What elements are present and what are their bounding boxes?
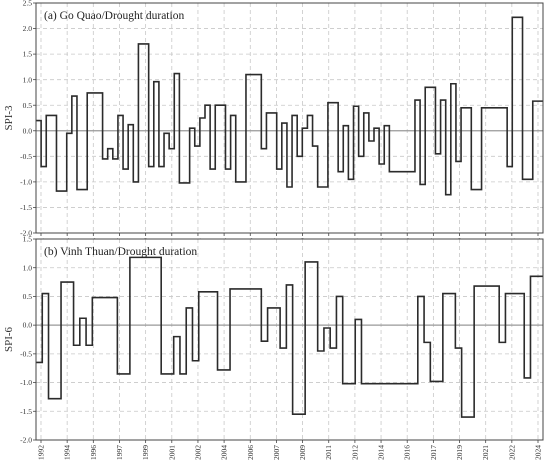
plot-frame (35, 238, 544, 441)
x-tick-label: 2001 (167, 445, 176, 460)
y-tick-label: 1.5 (23, 235, 33, 244)
x-tick-label: 1996 (89, 445, 98, 460)
x-tick-label: 2011 (324, 445, 333, 460)
series-line (36, 16, 543, 196)
x-tick-label: 1997 (115, 445, 124, 460)
plot-area (36, 3, 543, 233)
y-tick-label: 0.5 (23, 292, 33, 301)
y-tick-label: -1.5 (20, 407, 32, 416)
plot-area (36, 239, 543, 440)
panel-1: -2.0-1.5-1.0-0.50.00.51.01.52.02.5199219… (3, 0, 544, 253)
x-tick-label: 2024 (534, 445, 543, 460)
y-tick-label: 0.5 (23, 101, 33, 110)
x-tick-label: 2009 (298, 445, 307, 460)
plot-frame (35, 2, 544, 234)
panel-title: (b) Vinh Thuan/Drought duration (44, 246, 197, 258)
x-tick-label: 2007 (272, 445, 281, 460)
panel-2: -2.0 -1.5 -1.0 -0.5 0.0 0.5 1.0 1.5 1992 1994 1996… (3, 235, 544, 460)
x-tick-label: 2021 (481, 445, 490, 460)
y-tick-label: -0.5 (20, 349, 32, 358)
x-tick-label: 2006 (246, 445, 255, 460)
x-tick-label: 2019 (455, 445, 464, 460)
y-tick-label: -1.0 (20, 378, 32, 387)
series-line (36, 256, 543, 418)
x-tick-label: 1992 (37, 445, 46, 460)
x-tick-label: 2022 (507, 445, 516, 460)
x-tick-label: 1994 (63, 445, 72, 460)
y-tick-label: -2.0 (20, 436, 32, 445)
y-tick-label: -1.5 (20, 203, 32, 212)
y-axis-label: SPI-3 (3, 105, 15, 131)
y-tick-label: 2.5 (23, 0, 33, 8)
panel-title: (a) Go Quao/Drought duration (44, 10, 184, 22)
y-tick-label: 0.0 (23, 321, 33, 330)
x-tick-label: 2017 (429, 445, 438, 460)
x-tick-label: 2012 (350, 445, 359, 460)
y-tick-label: 1.0 (23, 75, 33, 84)
y-tick-label: 1.5 (23, 50, 33, 59)
x-tick-label: 1999 (141, 445, 150, 460)
y-tick-label: 1.0 (23, 263, 33, 272)
y-tick-label: -0.5 (20, 152, 32, 161)
x-tick-label: 2014 (377, 445, 386, 460)
x-tick-label: 2016 (403, 445, 412, 460)
y-tick-label: -1.0 (20, 177, 32, 186)
y-tick-label: 2.0 (23, 24, 33, 33)
x-tick-label: 2002 (193, 445, 202, 460)
y-tick-label: 0.0 (23, 126, 33, 135)
y-axis-label: SPI-6 (3, 326, 15, 352)
y-tick-label: -2.0 (20, 229, 32, 238)
x-tick-label: 2004 (220, 445, 229, 460)
